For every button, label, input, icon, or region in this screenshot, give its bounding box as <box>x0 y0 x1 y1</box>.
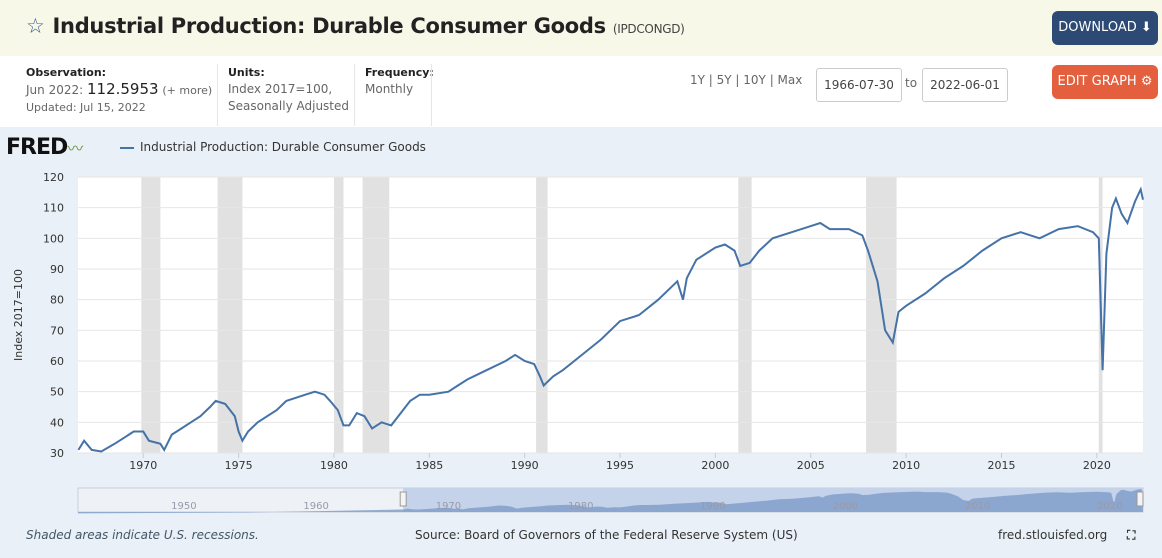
x-tick-label: 1980 <box>320 459 348 472</box>
navigator-tick-label: 1970 <box>436 501 461 512</box>
recession-band <box>362 177 390 453</box>
recession-note: Shaded areas indicate U.S. recessions. <box>26 528 259 542</box>
edit-graph-label: EDIT GRAPH <box>1057 74 1137 89</box>
observation-block: Observation: Jun 2022: 112.5953 (+ more)… <box>26 64 212 116</box>
frequency-value: Monthly <box>365 82 414 96</box>
y-tick-label: 30 <box>50 447 64 460</box>
divider <box>217 64 218 126</box>
x-tick-label: 1985 <box>415 459 443 472</box>
download-button[interactable]: DOWNLOAD ⬇ <box>1052 11 1158 45</box>
plot-background <box>78 177 1143 453</box>
y-tick-label: 50 <box>50 386 64 399</box>
y-tick-label: 110 <box>43 202 64 215</box>
y-tick-label: 60 <box>50 355 64 368</box>
start-date-input[interactable]: 1966-07-30 <box>816 68 902 102</box>
recession-band <box>738 177 752 453</box>
y-axis-label: Index 2017=100 <box>12 269 25 361</box>
recession-band <box>866 177 897 453</box>
series-id: (IPDCONGD) <box>612 22 685 36</box>
page-title: ☆ Industrial Production: Durable Consumer… <box>26 14 685 38</box>
legend-swatch <box>120 146 134 149</box>
x-tick-label: 2000 <box>701 459 729 472</box>
x-tick-label: 2015 <box>987 459 1015 472</box>
y-tick-label: 80 <box>50 294 64 307</box>
navigator-tick-label: 2020 <box>1097 501 1122 512</box>
recession-band <box>141 177 161 453</box>
navigator-tick-label: 1990 <box>700 501 725 512</box>
y-tick-label: 100 <box>43 232 64 245</box>
x-tick-label: 2005 <box>797 459 825 472</box>
source-text: Source: Board of Governors of the Federa… <box>415 528 798 542</box>
x-tick-label: 2020 <box>1083 459 1111 472</box>
edit-graph-button[interactable]: EDIT GRAPH ⚙ <box>1052 65 1158 99</box>
navigator-series <box>78 489 1143 514</box>
y-tick-label: 90 <box>50 263 64 276</box>
legend-label: Industrial Production: Durable Consumer … <box>140 140 426 154</box>
download-label: DOWNLOAD <box>1058 20 1137 35</box>
navigator-tick-label: 1960 <box>303 501 328 512</box>
series-line <box>77 186 1144 453</box>
frequency-block: Frequency: Monthly <box>365 64 434 98</box>
fred-logo: FRED〰 <box>6 135 83 160</box>
x-tick-label: 1995 <box>606 459 634 472</box>
download-icon: ⬇ <box>1140 20 1152 35</box>
range-presets[interactable]: 1Y | 5Y | 10Y | Max <box>690 73 803 87</box>
legend-item: Industrial Production: Durable Consumer … <box>120 140 426 154</box>
x-tick-label: 1990 <box>511 459 539 472</box>
y-tick-label: 120 <box>43 171 64 184</box>
x-tick-label: 1975 <box>225 459 253 472</box>
navigator-tick-label: 1950 <box>171 501 196 512</box>
divider <box>354 64 355 126</box>
units-value: Index 2017=100, <box>228 82 333 96</box>
end-date-input[interactable]: 2022-06-01 <box>922 68 1008 102</box>
navigator-tick-label: 2010 <box>965 501 990 512</box>
navigator-tick-label: 2000 <box>833 501 858 512</box>
divider <box>431 64 432 126</box>
y-tick-label: 70 <box>50 324 64 337</box>
to-label: to <box>905 76 918 90</box>
x-tick-label: 2010 <box>892 459 920 472</box>
site-link[interactable]: fred.stlouisfed.org <box>998 528 1108 542</box>
units-label: Units: <box>228 66 265 79</box>
units-block: Units: Index 2017=100, Seasonally Adjusted <box>228 64 349 115</box>
observation-label: Observation: <box>26 66 107 79</box>
navigator-handle[interactable] <box>399 491 407 507</box>
observation-date: Jun 2022: <box>26 83 84 97</box>
fullscreen-icon[interactable]: ⛶ <box>1127 528 1136 542</box>
recession-band <box>217 177 243 453</box>
header-bar <box>0 0 1162 56</box>
frequency-label: Frequency: <box>365 66 434 79</box>
gear-icon: ⚙ <box>1140 74 1153 89</box>
observation-value: 112.5953 <box>86 80 159 98</box>
y-tick-label: 40 <box>50 416 64 429</box>
units-adjustment: Seasonally Adjusted <box>228 99 350 113</box>
star-icon[interactable]: ☆ <box>26 14 45 38</box>
recession-band <box>333 177 344 453</box>
more-link[interactable]: (+ more) <box>162 84 213 97</box>
navigator-tick-label: 1980 <box>568 501 593 512</box>
navigator-handle[interactable] <box>1136 491 1144 507</box>
updated-date: Updated: Jul 15, 2022 <box>26 101 146 114</box>
recession-band <box>536 177 548 453</box>
series-title: Industrial Production: Durable Consumer … <box>52 14 607 38</box>
x-tick-label: 1970 <box>129 459 157 472</box>
